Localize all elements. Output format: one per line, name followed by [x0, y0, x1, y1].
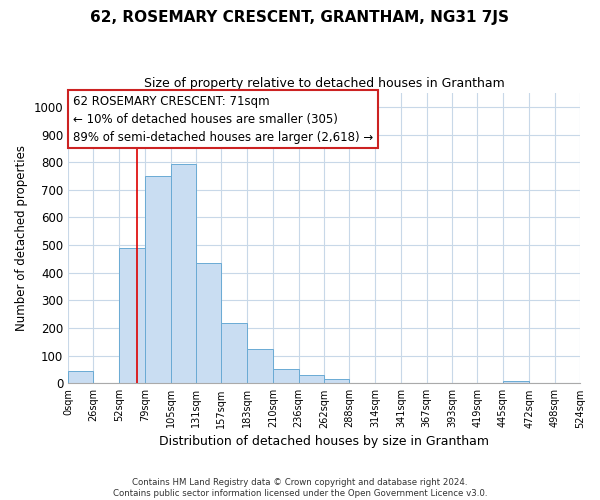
- Bar: [119, 248, 145, 384]
- Bar: [196, 263, 221, 384]
- Bar: [273, 370, 299, 384]
- Bar: [324, 379, 349, 384]
- Title: Size of property relative to detached houses in Grantham: Size of property relative to detached ho…: [143, 78, 505, 90]
- Bar: [299, 375, 324, 384]
- Bar: [170, 164, 196, 384]
- Bar: [221, 322, 247, 384]
- Y-axis label: Number of detached properties: Number of detached properties: [15, 145, 28, 331]
- Text: 62, ROSEMARY CRESCENT, GRANTHAM, NG31 7JS: 62, ROSEMARY CRESCENT, GRANTHAM, NG31 7J…: [91, 10, 509, 25]
- Bar: [68, 371, 94, 384]
- Text: Contains HM Land Registry data © Crown copyright and database right 2024.
Contai: Contains HM Land Registry data © Crown c…: [113, 478, 487, 498]
- Bar: [145, 176, 170, 384]
- X-axis label: Distribution of detached houses by size in Grantham: Distribution of detached houses by size …: [159, 434, 489, 448]
- Text: 62 ROSEMARY CRESCENT: 71sqm
← 10% of detached houses are smaller (305)
89% of se: 62 ROSEMARY CRESCENT: 71sqm ← 10% of det…: [73, 94, 373, 144]
- Bar: [247, 349, 273, 384]
- Bar: [503, 380, 529, 384]
